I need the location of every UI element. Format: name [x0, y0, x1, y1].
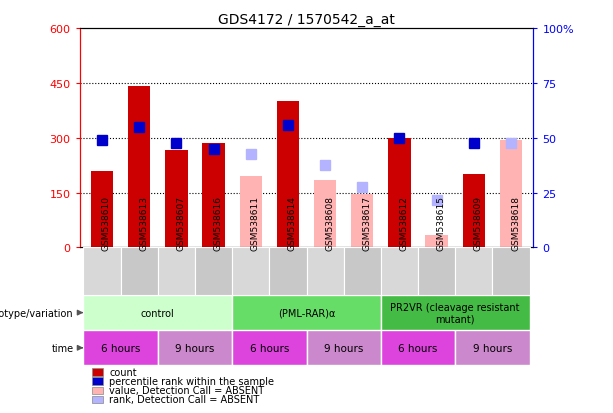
Bar	[202, 144, 225, 248]
Bar	[128, 87, 150, 248]
Text: GSM538617: GSM538617	[362, 195, 371, 250]
Text: time: time	[51, 343, 74, 353]
Text: GSM538615: GSM538615	[436, 195, 446, 250]
Title: GDS4172 / 1570542_a_at: GDS4172 / 1570542_a_at	[218, 12, 395, 26]
Text: 6 hours: 6 hours	[101, 343, 140, 353]
Text: percentile rank within the sample: percentile rank within the sample	[109, 376, 274, 386]
Text: 6 hours: 6 hours	[249, 343, 289, 353]
Bar	[83, 295, 232, 330]
Text: GSM538613: GSM538613	[139, 195, 148, 250]
Bar	[269, 248, 306, 295]
Bar	[83, 248, 121, 295]
Bar	[455, 330, 530, 366]
Text: GSM538609: GSM538609	[474, 195, 483, 250]
Bar	[232, 248, 269, 295]
Text: value, Detection Call = ABSENT: value, Detection Call = ABSENT	[109, 385, 264, 395]
Bar	[492, 248, 530, 295]
Text: 6 hours: 6 hours	[398, 343, 438, 353]
Text: PR2VR (cleavage resistant
mutant): PR2VR (cleavage resistant mutant)	[390, 302, 520, 324]
Bar	[83, 330, 158, 366]
Text: 9 hours: 9 hours	[473, 343, 512, 353]
Text: GSM538612: GSM538612	[400, 195, 408, 250]
Text: GSM538607: GSM538607	[177, 195, 185, 250]
Bar	[166, 151, 188, 248]
Bar	[306, 330, 381, 366]
Bar	[195, 248, 232, 295]
Text: genotype/variation: genotype/variation	[0, 308, 74, 318]
Bar	[425, 235, 447, 248]
Bar	[344, 248, 381, 295]
Bar	[232, 330, 306, 366]
Bar	[351, 195, 373, 248]
Bar	[388, 138, 411, 248]
Bar	[91, 171, 113, 248]
Text: GSM538611: GSM538611	[251, 195, 260, 250]
Bar	[455, 248, 492, 295]
Bar	[381, 295, 530, 330]
Text: GSM538616: GSM538616	[213, 195, 223, 250]
Bar	[306, 248, 344, 295]
Bar	[158, 248, 195, 295]
Bar	[381, 330, 455, 366]
Text: 9 hours: 9 hours	[324, 343, 364, 353]
Bar	[381, 248, 418, 295]
Bar	[418, 248, 455, 295]
Bar	[463, 175, 485, 248]
Bar	[314, 180, 337, 248]
Bar	[121, 248, 158, 295]
Text: GSM538608: GSM538608	[325, 195, 334, 250]
Bar	[232, 295, 381, 330]
Text: (PML-RAR)α: (PML-RAR)α	[278, 308, 335, 318]
Bar	[240, 177, 262, 248]
Text: GSM538614: GSM538614	[288, 195, 297, 250]
Bar	[500, 140, 522, 248]
Text: control: control	[141, 308, 175, 318]
Text: 9 hours: 9 hours	[175, 343, 215, 353]
Text: GSM538610: GSM538610	[102, 195, 111, 250]
Text: count: count	[109, 367, 137, 377]
Text: rank, Detection Call = ABSENT: rank, Detection Call = ABSENT	[109, 394, 259, 404]
Bar	[276, 102, 299, 248]
Bar	[158, 330, 232, 366]
Text: GSM538618: GSM538618	[511, 195, 520, 250]
